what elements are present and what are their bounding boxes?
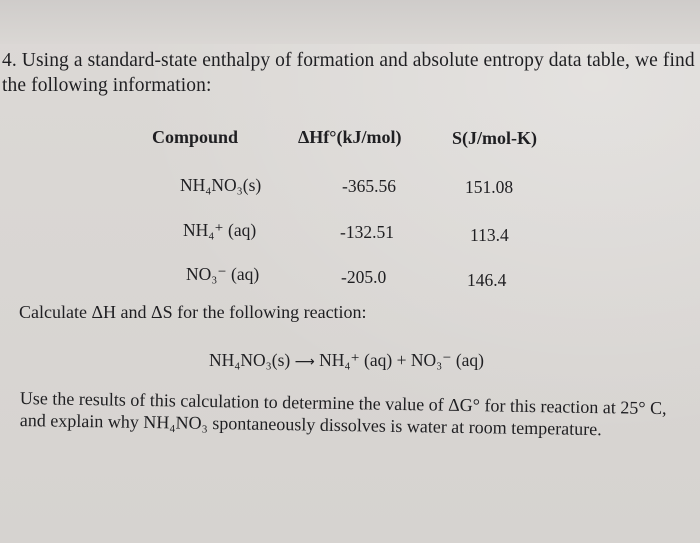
reaction-arrow-icon: ⟶ <box>294 354 315 370</box>
row-2-compound: NH₄⁺ (aq) <box>183 220 257 240</box>
reaction-reactant: NH₄NO₃(s) <box>209 350 291 370</box>
reaction-products: NH₄⁺ (aq) + NO₃⁻ (aq) <box>319 350 485 370</box>
header-enthalpy: ΔHf°(kJ/mol) <box>298 127 402 147</box>
row-3-compound: NO₃⁻ (aq) <box>186 264 260 284</box>
reaction-equation: NH₄NO₃(s) ⟶ NH₄⁺ (aq) + NO₃⁻ (aq) <box>209 350 484 371</box>
header-entropy: S(J/mol-K) <box>452 128 537 148</box>
question-line-1: 4. Using a standard-state enthalpy of fo… <box>2 50 695 71</box>
row-1-entropy: 151.08 <box>465 177 514 197</box>
row-1-compound: NH₄NO₃(s) <box>180 175 262 195</box>
row-3-entropy: 146.4 <box>467 270 507 290</box>
calculate-line: Calculate ΔH and ΔS for the following re… <box>19 302 367 322</box>
paper-top-shadow <box>0 0 700 44</box>
row-1-enthalpy: -365.56 <box>342 176 396 196</box>
header-compound: Compound <box>152 127 239 147</box>
row-3-enthalpy: -205.0 <box>341 267 387 287</box>
question-line-2: the following information: <box>2 75 212 96</box>
row-2-entropy: 113.4 <box>470 225 509 245</box>
row-2-enthalpy: -132.51 <box>340 222 394 242</box>
